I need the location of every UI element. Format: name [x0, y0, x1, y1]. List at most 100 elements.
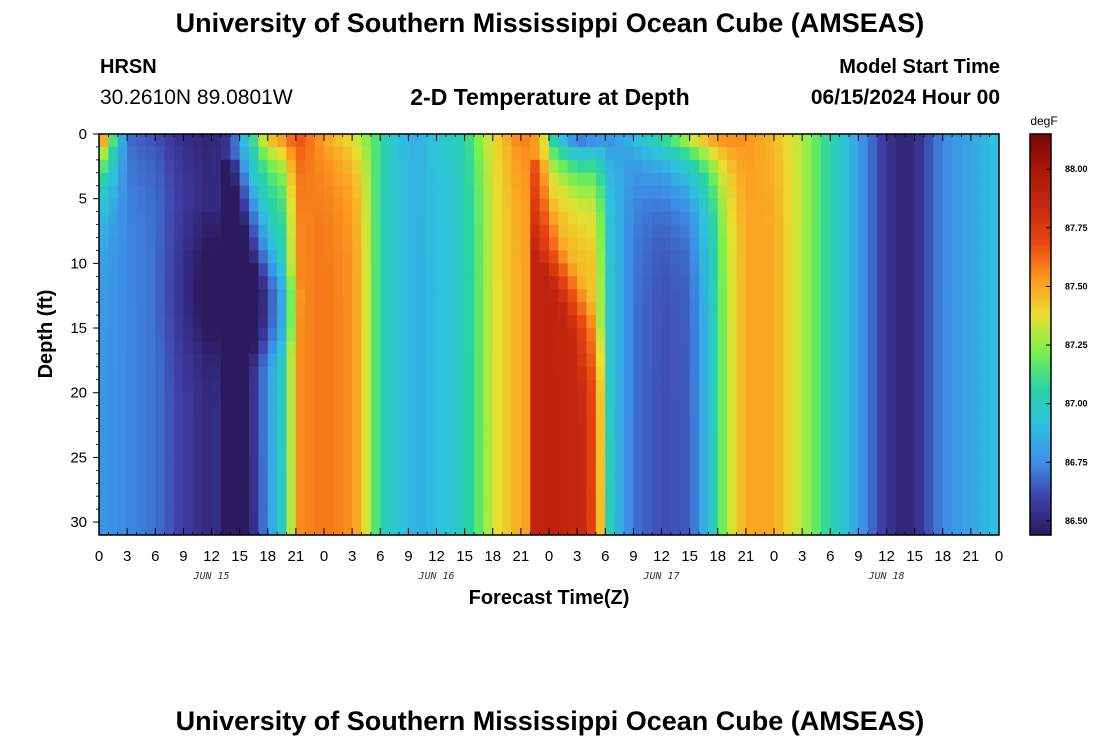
heatmap-cell	[633, 366, 644, 381]
heatmap-cell	[764, 444, 775, 458]
heatmap-cell	[877, 496, 888, 510]
heatmap-cell	[464, 198, 475, 213]
heatmap-cell	[474, 211, 484, 226]
heatmap-cell	[305, 263, 316, 277]
heatmap-cell	[539, 289, 550, 303]
heatmap-cell	[849, 496, 859, 510]
heatmap-cell	[520, 302, 531, 316]
heatmap-cell	[914, 457, 925, 471]
heatmap-cell	[492, 237, 503, 252]
heatmap-cell	[642, 444, 653, 458]
heatmap-cell	[670, 276, 681, 290]
heatmap-cell	[774, 405, 784, 420]
heatmap-cell	[717, 470, 728, 484]
heatmap-cell	[942, 315, 953, 329]
heatmap-cell	[577, 405, 588, 420]
heatmap-cell	[314, 418, 325, 433]
heatmap-cell	[549, 315, 559, 329]
heatmap-cell	[699, 146, 709, 161]
heatmap-cell	[755, 134, 766, 148]
heatmap-cell	[558, 224, 569, 239]
heatmap-cell	[689, 392, 700, 407]
heatmap-cell	[511, 172, 522, 187]
heatmap-cell	[380, 470, 391, 484]
heatmap-cell	[680, 263, 691, 277]
heatmap-cell	[783, 250, 794, 264]
heatmap-cell	[249, 353, 259, 368]
heatmap-cell	[774, 237, 784, 252]
heatmap-cell	[314, 211, 325, 226]
heatmap-cell	[249, 379, 259, 394]
heatmap-cell	[258, 134, 269, 148]
heatmap-cell	[220, 328, 231, 342]
heatmap-cell	[567, 237, 578, 252]
heatmap-cell	[877, 418, 888, 433]
heatmap-cell	[408, 250, 419, 264]
heatmap-cell	[502, 211, 513, 226]
heatmap-cell	[652, 522, 663, 535]
heatmap-cell	[455, 444, 466, 458]
heatmap-cell	[633, 379, 644, 394]
heatmap-cell	[474, 289, 484, 303]
heatmap-cell	[802, 379, 813, 394]
heatmap-cell	[605, 263, 616, 277]
heatmap-cell	[839, 302, 850, 316]
heatmap-cell	[483, 276, 494, 290]
heatmap-cell	[399, 172, 409, 187]
heatmap-cell	[436, 379, 447, 394]
heatmap-cell	[352, 405, 363, 420]
heatmap-cell	[980, 418, 991, 433]
heatmap-cell	[764, 159, 775, 174]
heatmap-cell	[267, 340, 278, 355]
heatmap-cell	[867, 444, 878, 458]
heatmap-cell	[877, 444, 888, 458]
colorbar-tick-label: 86.75	[1065, 457, 1088, 467]
heatmap-cell	[145, 328, 156, 342]
heatmap-cell	[230, 418, 241, 433]
heatmap-cell	[914, 198, 925, 213]
heatmap-cell	[164, 328, 175, 342]
heatmap-cell	[549, 496, 559, 510]
heatmap-cell	[286, 172, 297, 187]
heatmap-cell	[117, 444, 128, 458]
heatmap-cell	[277, 444, 288, 458]
heatmap-cell	[605, 172, 616, 187]
heatmap-cell	[970, 302, 981, 316]
heatmap-cell	[867, 276, 878, 290]
heatmap-cell	[267, 431, 278, 446]
heatmap-cell	[136, 470, 147, 484]
heatmap-cell	[783, 366, 794, 381]
heatmap-cell	[445, 366, 456, 381]
heatmap-cell	[952, 276, 963, 290]
heatmap-cell	[970, 496, 981, 510]
heatmap-cell	[295, 289, 306, 303]
heatmap-cell	[820, 302, 831, 316]
heatmap-cell	[464, 328, 475, 342]
heatmap-cell	[258, 353, 269, 368]
heatmap-cell	[342, 159, 353, 174]
heatmap-cell	[558, 405, 569, 420]
heatmap-cell	[99, 340, 109, 355]
heatmap-cell	[108, 405, 119, 420]
heatmap-cell	[755, 340, 766, 355]
heatmap-cell	[595, 134, 606, 148]
heatmap-cell	[530, 483, 541, 497]
heatmap-cell	[127, 172, 138, 187]
heatmap-cell	[886, 224, 897, 239]
heatmap-cell	[361, 496, 372, 510]
heatmap-cell	[849, 159, 859, 174]
heatmap-cell	[324, 250, 334, 264]
heatmap-cell	[745, 185, 756, 200]
heatmap-cell	[211, 237, 222, 252]
heatmap-cell	[577, 496, 588, 510]
heatmap-cell	[820, 379, 831, 394]
heatmap-cell	[633, 353, 644, 368]
heatmap-cell	[342, 496, 353, 510]
heatmap-cell	[192, 289, 203, 303]
heatmap-cell	[277, 211, 288, 226]
x-tick-label: 9	[629, 548, 637, 565]
heatmap-cell	[483, 483, 494, 497]
heatmap-cell	[352, 444, 363, 458]
heatmap-cell	[980, 340, 991, 355]
heatmap-cell	[633, 263, 644, 277]
